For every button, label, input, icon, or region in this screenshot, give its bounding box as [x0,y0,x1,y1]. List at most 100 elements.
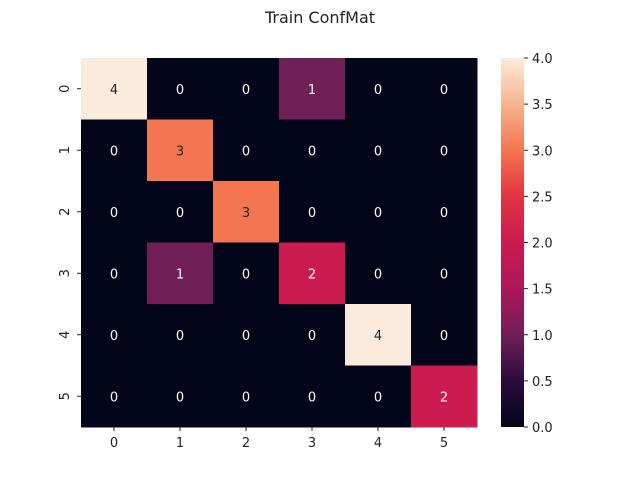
colorbar-tick-label-7: 3.5 [532,98,553,113]
heatmap-cell-r1-c2 [213,119,280,182]
heatmap-cells [81,58,478,428]
cell-label-r4-c2: 0 [242,329,250,344]
cell-label-r1-c4: 0 [374,144,382,159]
cell-label-r1-c5: 0 [440,144,448,159]
cell-label-r3-c5: 0 [440,267,448,282]
cell-label-r4-c4: 4 [374,329,382,344]
cell-label-r2-c5: 0 [440,206,448,221]
cell-label-r0-c2: 0 [242,83,250,98]
cell-label-r3-c2: 0 [242,267,250,282]
cell-label-r3-c3: 2 [308,267,316,282]
x-tick-label-2: 2 [242,436,250,451]
cell-label-r0-c5: 0 [440,83,448,98]
cell-label-r5-c0: 0 [110,390,118,405]
x-tick-label-4: 4 [374,436,382,451]
colorbar-tick-label-8: 4.0 [532,52,553,67]
colorbar [501,58,524,427]
cell-label-r1-c1: 3 [176,144,184,159]
colorbar-tick-label-0: 0.0 [532,421,553,436]
heatmap-cell-r5-c2 [213,365,280,428]
cell-label-r0-c0: 4 [110,83,118,98]
cell-label-r2-c3: 0 [308,206,316,221]
cell-label-r2-c2: 3 [242,206,250,221]
heatmap-cell-r3-c3 [279,242,346,305]
colorbar-tick-label-3: 1.5 [532,283,553,298]
cell-label-r2-c0: 0 [110,206,118,221]
heatmap-cell-r3-c2 [213,242,280,305]
cell-label-r4-c5: 0 [440,329,448,344]
heatmap-cell-r3-c0 [81,242,148,305]
y-axis: 0 1 2 3 4 5 [58,85,81,400]
heatmap-cell-r2-c2 [213,181,280,243]
cell-label-r4-c1: 0 [176,329,184,344]
x-axis: 0 1 2 3 4 5 [110,427,448,451]
cell-label-r5-c1: 0 [176,390,184,405]
cell-label-r5-c5: 2 [440,390,448,405]
cell-label-r5-c2: 0 [242,390,250,405]
cell-label-r3-c4: 0 [374,267,382,282]
heatmap-cell-r2-c5 [411,181,478,243]
colorbar-tick-label-4: 2.0 [532,237,553,252]
x-tick-label-1: 1 [176,436,184,451]
cell-label-r1-c2: 0 [242,144,250,159]
heatmap-cell-r1-c3 [279,119,346,182]
colorbar-axis: 0.0 0.5 1.0 1.5 2.0 2.5 3.0 3.5 4.0 [524,52,553,436]
x-tick-label-5: 5 [440,436,448,451]
cell-label-r3-c0: 0 [110,267,118,282]
cell-label-r1-c0: 0 [110,144,118,159]
colorbar-tick-label-2: 1.0 [532,329,553,344]
colorbar-tick-label-5: 2.5 [532,190,553,205]
cell-label-r1-c3: 0 [308,144,316,159]
colorbar-tick-label-6: 3.0 [532,144,553,159]
cell-label-r0-c1: 0 [176,83,184,98]
heatmap-cell-r5-c4 [345,365,412,428]
heatmap-cell-r4-c3 [279,304,346,366]
heatmap-cell-r4-c1 [147,304,214,366]
heatmap-cell-r5-c3 [279,365,346,428]
chart-title: Train ConfMat [264,8,375,27]
cell-label-r5-c4: 0 [374,390,382,405]
heatmap-cell-r2-c0 [81,181,148,243]
heatmap-cell-r0-c0 [81,58,148,120]
heatmap-cell-r4-c5 [411,304,478,366]
cell-label-r0-c4: 0 [374,83,382,98]
y-tick-label-4: 4 [58,331,73,339]
cell-label-r3-c1: 1 [176,267,184,282]
heatmap-cell-r0-c4 [345,58,412,120]
cell-label-r2-c1: 0 [176,206,184,221]
y-tick-label-2: 2 [58,208,73,216]
heatmap-cell-r3-c5 [411,242,478,305]
heatmap-cell-r3-c4 [345,242,412,305]
cell-label-r2-c4: 0 [374,206,382,221]
cell-label-r4-c3: 0 [308,329,316,344]
heatmap-cell-r1-c0 [81,119,148,182]
heatmap-cell-r1-c1 [147,119,214,182]
cell-label-r0-c3: 1 [308,83,316,98]
heatmap-cell-r0-c1 [147,58,214,120]
y-tick-label-0: 0 [58,85,73,93]
cell-label-r4-c0: 0 [110,329,118,344]
colorbar-tick-label-1: 0.5 [532,375,553,390]
heatmap-cell-r5-c0 [81,365,148,428]
heatmap-cell-r4-c2 [213,304,280,366]
heatmap-cell-r0-c5 [411,58,478,120]
heatmap-cell-r1-c4 [345,119,412,182]
heatmap-cell-r5-c1 [147,365,214,428]
heatmap-cell-r5-c5 [411,365,478,428]
x-tick-label-3: 3 [308,436,316,451]
y-tick-label-1: 1 [58,146,73,154]
x-tick-label-0: 0 [110,436,118,451]
cell-label-r5-c3: 0 [308,390,316,405]
heatmap-cell-r0-c2 [213,58,280,120]
heatmap-cell-r4-c4 [345,304,412,366]
heatmap-cell-labels: 4 0 0 1 0 0 0 3 0 0 0 0 0 0 3 0 0 0 0 1 0 2 0 0 0 0 0 0 4 0 0 0 0 0 0 2 [110,83,448,406]
heatmap-cell-r4-c0 [81,304,148,366]
heatmap-cell-r3-c1 [147,242,214,305]
heatmap-cell-r2-c3 [279,181,346,243]
y-tick-label-3: 3 [58,269,73,277]
heatmap-cell-r2-c1 [147,181,214,243]
heatmap-cell-r1-c5 [411,119,478,182]
heatmap-cell-r2-c4 [345,181,412,243]
